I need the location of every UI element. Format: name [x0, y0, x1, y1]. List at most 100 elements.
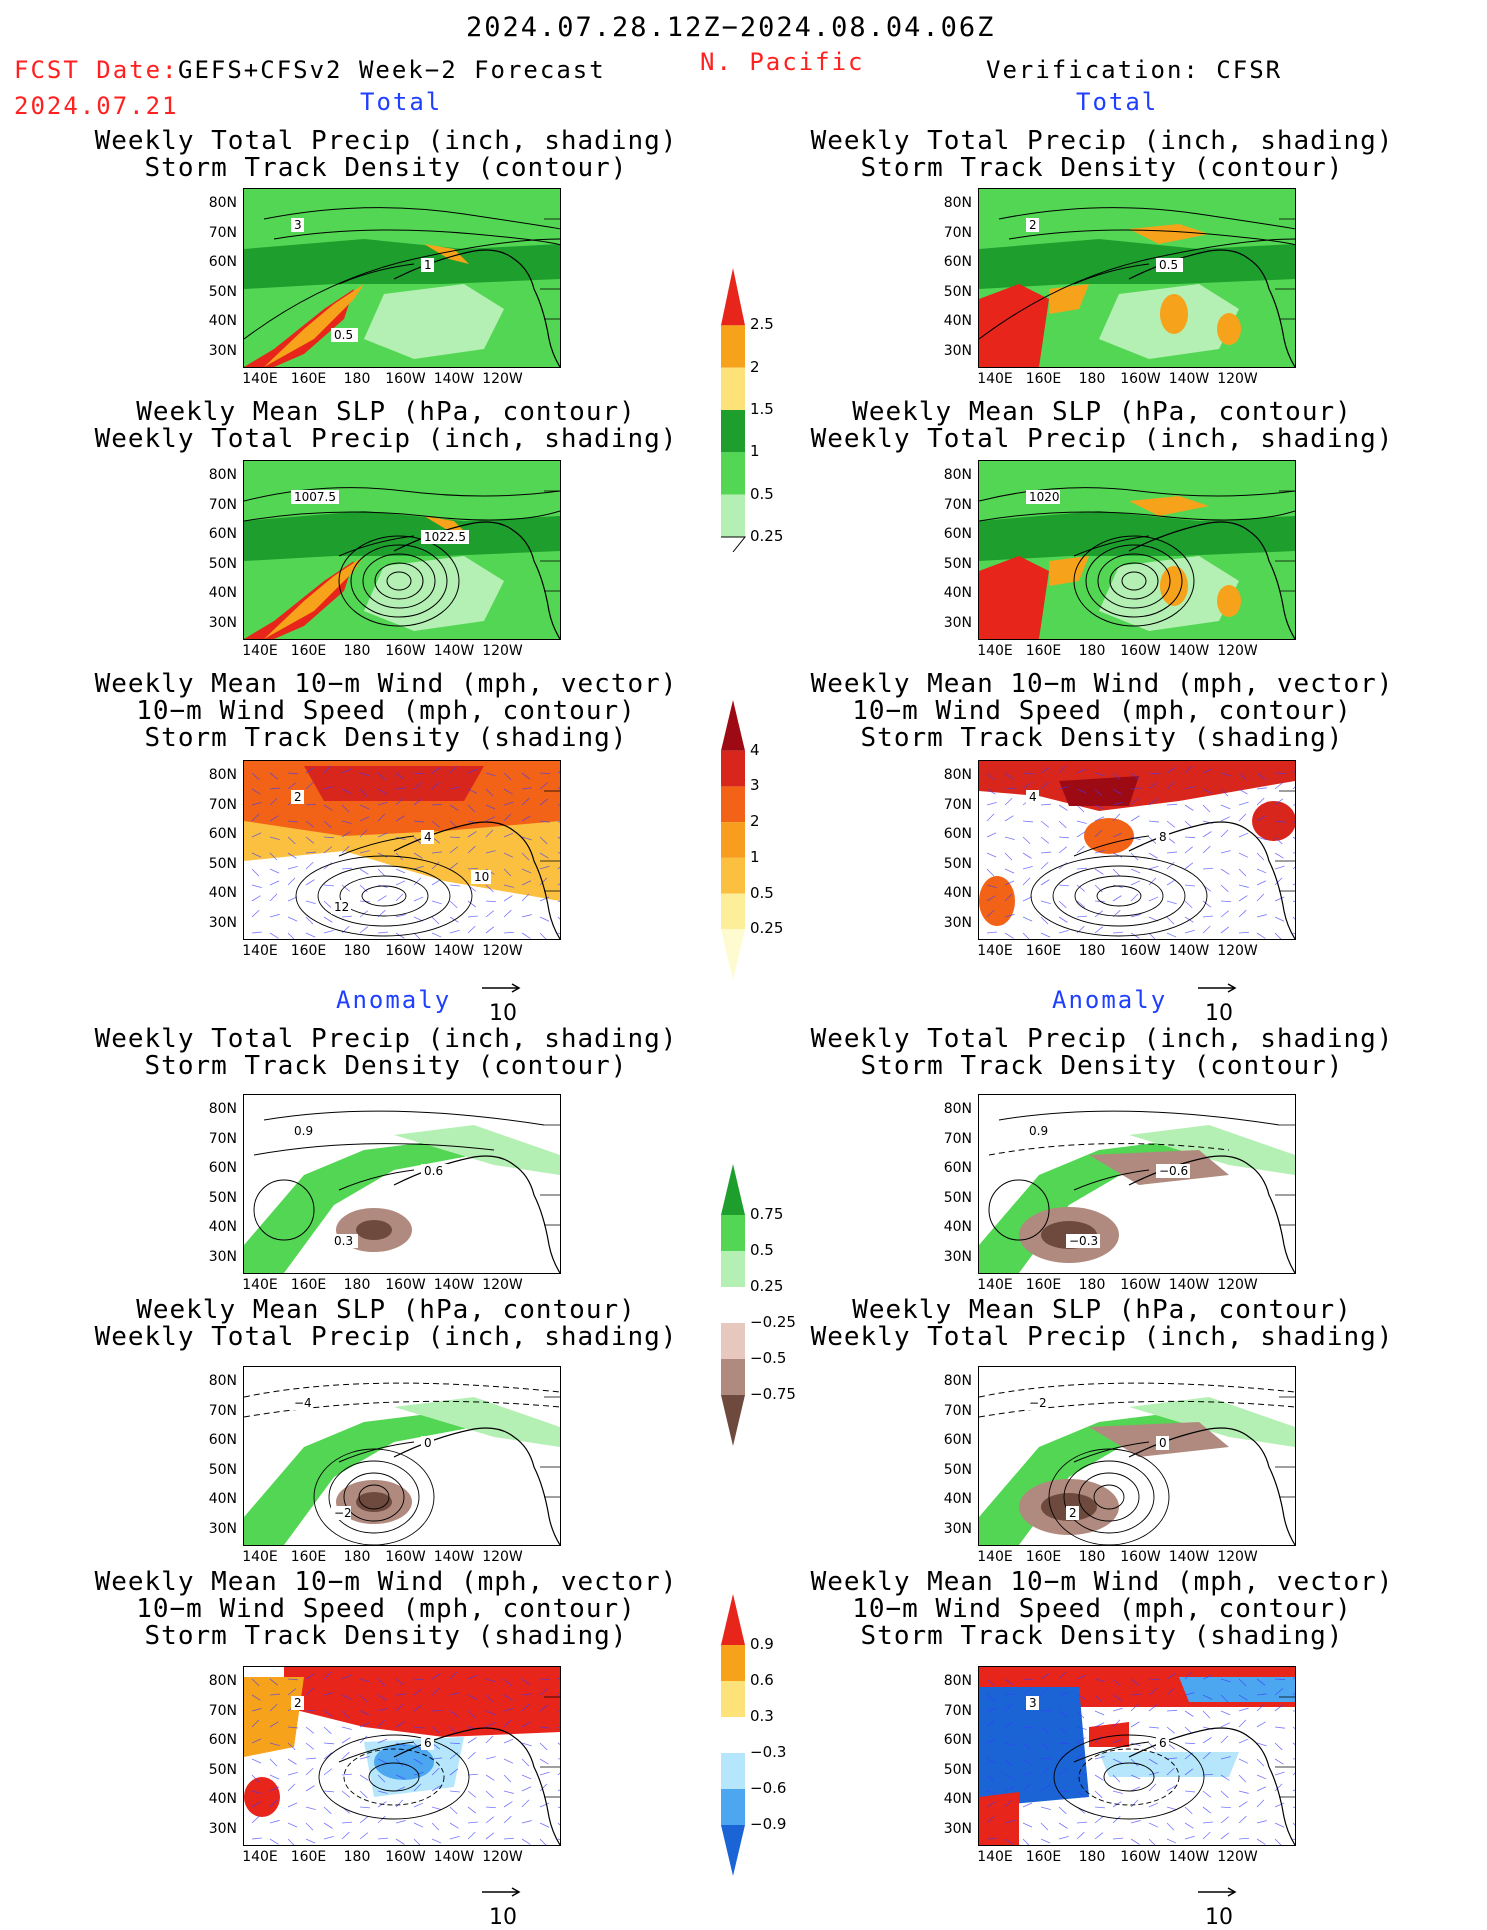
lat-tick-label: 50N	[208, 1761, 237, 1778]
colorbar-swatch	[721, 893, 745, 930]
slp-anom-contour	[1093, 1484, 1125, 1510]
storm-track-contour-3	[979, 238, 1295, 340]
lat-tick-label: 40N	[943, 1219, 972, 1235]
aleutian-chain	[338, 535, 415, 557]
lon-tick-label: 160W	[1120, 1849, 1161, 1865]
storm-track-contour-1	[263, 207, 560, 230]
wind-speed-contour	[1074, 875, 1164, 917]
colorbar-swatch	[721, 325, 745, 368]
colorbar-label: 0.5	[750, 484, 774, 503]
lat-tick-label: 80N	[208, 195, 237, 211]
lon-tick-label: 140E	[977, 371, 1013, 387]
aleutian-chain	[1073, 535, 1150, 557]
precip-heavy-kuroshio	[244, 561, 354, 639]
lat-tick-label: 60N	[208, 1432, 237, 1448]
title-v-anom-slp: Weekly Mean SLP (hPa, contour) Weekly Tot…	[810, 1295, 1394, 1352]
lon-tick-label: 160E	[290, 371, 327, 387]
precip-spot-1	[1160, 566, 1188, 606]
slp-high-contour	[350, 544, 448, 618]
contour-label: −0.3	[1066, 1234, 1100, 1248]
storm-track-anom-ring	[253, 1179, 315, 1241]
lon-tick-label: 180	[1078, 643, 1106, 659]
precip-anom-negative-core	[356, 1220, 392, 1240]
map-forecast-total-wind: 2 4 12 10	[243, 760, 561, 940]
lon-tick-label: 140E	[242, 1277, 278, 1293]
slp-high-contour	[1109, 562, 1159, 600]
contour-label: 2	[291, 1696, 304, 1710]
storm-track-anom-ring	[988, 1179, 1050, 1241]
lat-tick-label: 80N	[208, 467, 237, 483]
lat-tick-label: 50N	[208, 855, 237, 872]
lon-tick-label: 160E	[1025, 371, 1062, 387]
lon-tick-label: 180	[343, 643, 371, 659]
lat-tick-label: 70N	[943, 1130, 972, 1147]
lat-tick-label: 30N	[208, 1248, 237, 1265]
state-borders	[1275, 490, 1295, 592]
aleutian-chain	[1073, 1169, 1150, 1191]
map-canvas: 0.9 −0.6 −0.3	[979, 1095, 1295, 1273]
coastline	[1128, 1727, 1295, 1845]
precip-anom-weak-pos	[394, 1125, 560, 1175]
lon-tick-label: 160E	[1025, 1549, 1062, 1565]
storm-track-contour-2	[1008, 229, 1295, 249]
state-borders	[540, 1396, 560, 1498]
region-label: N. Pacific	[700, 48, 865, 76]
colorbar-storm-density: 4 3 2 1 0.5 0.25	[718, 700, 798, 980]
date-range-title: 2024.07.28.12Z−2024.08.04.06Z	[466, 12, 996, 43]
colorbar-label: −0.6	[750, 1779, 787, 1797]
lon-tick-label: 160E	[290, 943, 327, 959]
lon-tick-label: 140W	[1168, 943, 1210, 959]
coastline	[1128, 521, 1295, 639]
aleutian-chain	[1073, 1441, 1150, 1463]
title-f-anom-wind: Weekly Mean 10−m Wind (mph, vector) 10−m …	[94, 1567, 678, 1651]
lon-tick-label: 160W	[1120, 371, 1161, 387]
lat-tick-label: 40N	[943, 585, 972, 601]
lon-tick-label: 160E	[1025, 643, 1062, 659]
colorbar-label: −0.25	[750, 1313, 796, 1331]
svg-text:4: 4	[1029, 790, 1037, 804]
map-forecast-total-slp: 1007.5 1022.5	[243, 460, 561, 640]
svg-text:1020: 1020	[1029, 490, 1060, 504]
colorbar-swatch	[721, 1215, 745, 1251]
svg-text:0: 0	[424, 1436, 432, 1450]
coastline	[1128, 249, 1295, 367]
lon-tick-label: 160E	[1025, 1277, 1062, 1293]
lat-tick-label: 50N	[943, 283, 972, 300]
colorbar-label: 1	[750, 847, 760, 866]
lon-tick-label: 160E	[290, 643, 327, 659]
lat-tick-label: 80N	[943, 467, 972, 483]
state-borders	[540, 218, 560, 320]
slp-contour-mid	[979, 510, 1295, 522]
lat-tick-label: 50N	[943, 555, 972, 572]
colorbar-swatch	[721, 700, 745, 751]
lon-tick-label: 140W	[433, 371, 475, 387]
svg-text:12: 12	[334, 900, 349, 914]
colorbar-swatch	[721, 1717, 745, 1753]
fcst-date-label: FCST Date:	[14, 56, 179, 84]
storm-track-anom-contour	[263, 1110, 545, 1126]
lon-tick-label: 120W	[1217, 1549, 1258, 1565]
colorbar-swatch	[721, 410, 745, 453]
map-verif-total-slp: 1020	[978, 460, 1296, 640]
precip-heavy-kuroshio	[244, 289, 354, 367]
lon-tick-label: 180	[343, 1277, 371, 1293]
lat-tick-label: 30N	[943, 1520, 972, 1537]
slp-anom-contour	[358, 1484, 390, 1510]
lat-tick-label: 40N	[943, 885, 972, 901]
precip-shade-north	[979, 189, 1295, 234]
colorbar-swatch	[721, 1287, 745, 1323]
slp-anom-neg-contour	[244, 1382, 560, 1398]
lat-tick-label: 80N	[208, 1101, 237, 1117]
colorbar-total-precip: 2.5 2 1.5 1 0.5 0.25	[718, 268, 798, 552]
slp-anom-contour	[328, 1460, 420, 1534]
colorbar-label: 0.3	[750, 1707, 774, 1725]
lon-tick-label: 120W	[1217, 1849, 1258, 1865]
lon-tick-label: 120W	[482, 371, 523, 387]
precip-moderate-west	[1049, 284, 1089, 314]
vector-ref-v-anom: 10	[1194, 1880, 1244, 1930]
lon-tick-label: 160W	[385, 1277, 426, 1293]
colorbar-swatches	[721, 1594, 745, 1876]
title-f-tot-slp: Weekly Mean SLP (hPa, contour) Weekly Tot…	[94, 397, 678, 454]
contour-label: 0	[1156, 1436, 1169, 1450]
section-anomaly-right: Anomaly	[1052, 986, 1168, 1014]
